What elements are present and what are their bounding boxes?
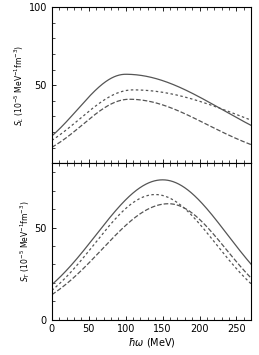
Y-axis label: $S_T$ (10$^{-5}$ MeV$^{-1}$fm$^{-3}$): $S_T$ (10$^{-5}$ MeV$^{-1}$fm$^{-3}$) <box>18 201 32 282</box>
X-axis label: $\hbar\omega$ (MeV): $\hbar\omega$ (MeV) <box>128 336 175 349</box>
Y-axis label: $S_L$ (10$^{-5}$ MeV$^{-1}$fm$^{-3}$): $S_L$ (10$^{-5}$ MeV$^{-1}$fm$^{-3}$) <box>12 45 26 126</box>
